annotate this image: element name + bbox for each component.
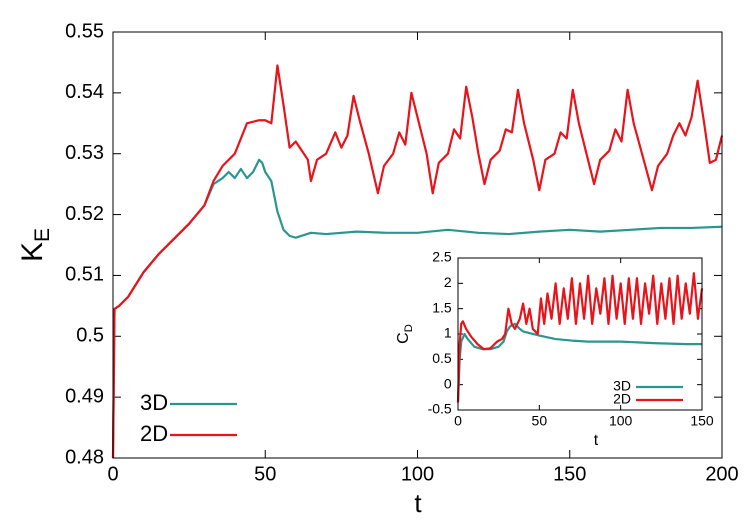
- x-tick-label: 100: [401, 463, 434, 485]
- y-axis-label-sub: D: [403, 324, 415, 332]
- series-line: [111, 64, 724, 459]
- x-axis-label: t: [594, 432, 599, 449]
- y-tick-label: 2: [444, 274, 452, 290]
- x-tick-label: 0: [107, 463, 118, 485]
- y-tick-label: 0.5: [432, 350, 452, 366]
- x-tick-label: 0: [454, 413, 462, 429]
- legend-label: 3D: [140, 390, 168, 415]
- y-tick-label: 1: [444, 325, 452, 341]
- y-tick-label: 0.54: [65, 81, 104, 103]
- x-tick-label: 100: [609, 413, 633, 429]
- y-tick-label: 2.5: [432, 249, 452, 265]
- x-tick-label: 50: [532, 413, 548, 429]
- y-tick-label: -0.5: [428, 401, 452, 417]
- y-tick-label: 0.51: [65, 264, 104, 286]
- y-axis-label-main: K: [16, 242, 49, 262]
- y-axis-label: KE: [16, 228, 54, 262]
- legend-label: 3D: [613, 378, 631, 394]
- y-axis-label-main: C: [395, 332, 412, 344]
- x-tick-label: 200: [705, 463, 738, 485]
- y-tick-label: 0.55: [65, 20, 104, 42]
- plot-frame: [457, 257, 703, 411]
- series-line: [456, 272, 704, 403]
- plot-frame: [112, 31, 723, 459]
- x-tick-label: 150: [690, 413, 714, 429]
- x-axis-label: t: [414, 488, 422, 518]
- y-tick-label: 0.5: [76, 325, 104, 347]
- y-tick-label: 0.53: [65, 142, 104, 164]
- y-axis-label: CD: [395, 324, 415, 344]
- legend-label: 2D: [140, 421, 168, 446]
- y-tick-label: 1.5: [432, 299, 452, 315]
- y-tick-label: 0.48: [65, 446, 104, 468]
- series-line: [456, 322, 702, 403]
- legend-label: 2D: [613, 391, 631, 407]
- y-tick-label: 0.49: [65, 385, 104, 407]
- x-tick-label: 150: [553, 463, 586, 485]
- x-tick-label: 50: [254, 463, 276, 485]
- y-tick-label: 0.52: [65, 203, 104, 225]
- y-axis-label-sub: E: [31, 228, 54, 242]
- y-tick-label: 0: [444, 375, 452, 391]
